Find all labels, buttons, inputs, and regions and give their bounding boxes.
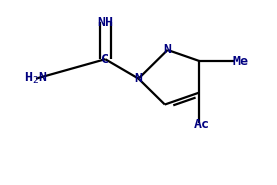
Text: C: C — [101, 53, 109, 66]
Text: N: N — [164, 43, 171, 56]
Text: Me: Me — [233, 55, 249, 68]
Text: N: N — [135, 72, 142, 85]
Text: H$_2$N: H$_2$N — [24, 71, 48, 86]
Text: NH: NH — [97, 16, 113, 29]
Text: Ac: Ac — [194, 118, 210, 131]
